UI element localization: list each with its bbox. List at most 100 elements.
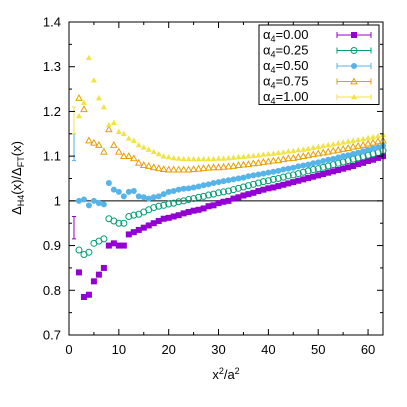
- data-point: [335, 154, 342, 161]
- data-point: [195, 155, 202, 162]
- data-point: [280, 166, 287, 173]
- data-point: [249, 180, 257, 188]
- data-point: [214, 163, 223, 171]
- data-point: [120, 130, 127, 137]
- data-point: [170, 199, 178, 207]
- data-point: [370, 156, 377, 163]
- data-point: [100, 147, 108, 155]
- data-point: [369, 138, 377, 146]
- series-1: [75, 147, 387, 259]
- data-point: [275, 167, 282, 174]
- y-tick-label: 0.7: [43, 328, 61, 343]
- data-point: [120, 193, 127, 200]
- data-point: [145, 146, 152, 152]
- data-point: [105, 242, 112, 249]
- data-point: [299, 152, 308, 160]
- data-point: [245, 191, 252, 198]
- data-point: [100, 235, 108, 243]
- axis-ticks: 0 10 20 30 40 50 60 0.7 0.8 0.9 1 1.1 1.2 1.3 1.4: [43, 15, 383, 357]
- data-point: [285, 165, 292, 172]
- data-point: [170, 213, 177, 220]
- data-point: [144, 161, 153, 169]
- data-point: [314, 149, 323, 157]
- data-point: [255, 152, 262, 158]
- series-4: [75, 54, 386, 162]
- data-point: [105, 121, 112, 128]
- data-point: [320, 171, 327, 178]
- data-point: [234, 184, 242, 192]
- legend-marker: [351, 63, 357, 69]
- data-point: [199, 164, 208, 172]
- data-point: [180, 197, 188, 205]
- data-point: [85, 136, 93, 144]
- data-point: [275, 149, 282, 155]
- y-tick-label: 1.1: [43, 149, 61, 164]
- data-point: [185, 196, 193, 204]
- data-point: [124, 152, 133, 160]
- data-point: [80, 196, 87, 203]
- data-point: [360, 135, 367, 142]
- data-point: [240, 153, 247, 159]
- data-point: [95, 140, 103, 148]
- data-point: [334, 145, 342, 153]
- data-point: [269, 175, 277, 183]
- data-point: [150, 204, 158, 212]
- data-point: [209, 163, 218, 171]
- data-point: [304, 167, 312, 175]
- data-point: [125, 135, 132, 141]
- x-tick-label: 30: [211, 342, 225, 357]
- data-point: [135, 193, 142, 200]
- legend-marker: [350, 47, 358, 54]
- data-point: [90, 138, 98, 146]
- data-point: [220, 188, 228, 196]
- data-point: [80, 99, 87, 105]
- data-point: [290, 179, 297, 186]
- data-point: [200, 182, 207, 189]
- data-point: [235, 175, 242, 182]
- data-point: [165, 214, 172, 221]
- data-point: [149, 163, 158, 171]
- data-point: [335, 167, 342, 174]
- data-point: [190, 207, 197, 214]
- data-point: [195, 193, 203, 201]
- data-point: [355, 136, 362, 142]
- data-point: [160, 153, 167, 159]
- legend-marker: [350, 77, 358, 85]
- data-point: [375, 144, 382, 151]
- data-point: [250, 172, 257, 179]
- x-tick-label: 20: [161, 342, 175, 357]
- data-point: [224, 187, 232, 195]
- data-point: [90, 278, 97, 285]
- data-point: [344, 144, 352, 151]
- data-point: [175, 186, 182, 193]
- data-point: [245, 153, 252, 159]
- data-point: [184, 165, 193, 173]
- data-point: [305, 161, 312, 168]
- data-point: [140, 144, 147, 150]
- data-point: [139, 161, 148, 168]
- series-2: [75, 142, 386, 209]
- data-point: [164, 165, 173, 173]
- data-point: [360, 148, 367, 155]
- data-point: [375, 133, 382, 139]
- x-tick-label: 60: [361, 342, 375, 357]
- data-point: [345, 138, 352, 144]
- data-point: [324, 147, 333, 155]
- data-point: [180, 210, 187, 217]
- data-point: [300, 162, 307, 169]
- data-point: [345, 164, 352, 171]
- data-point: [85, 291, 92, 298]
- data-point: [185, 209, 192, 216]
- data-point: [315, 172, 322, 179]
- data-point: [135, 141, 142, 148]
- data-point: [355, 161, 362, 168]
- data-point: [200, 205, 207, 212]
- data-point: [75, 112, 82, 119]
- data-point: [245, 173, 252, 180]
- data-point: [105, 125, 113, 133]
- data-point: [239, 160, 248, 168]
- legend-label: α4=0.00: [263, 27, 308, 44]
- data-point: [140, 224, 147, 231]
- data-point: [330, 155, 337, 162]
